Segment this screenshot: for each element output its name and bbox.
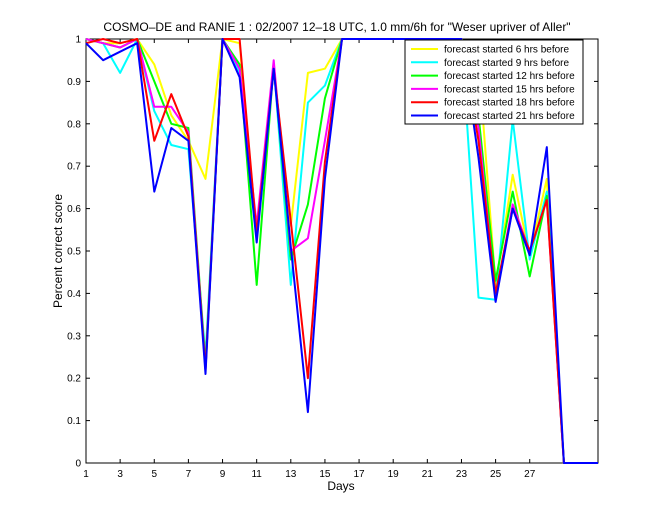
legend-entry-label: forecast started 18 hrs before <box>444 98 575 109</box>
x-tick-label: 3 <box>117 469 123 480</box>
y-tick-label: 0.1 <box>67 416 81 427</box>
legend-entry-label: forecast started 15 hrs before <box>444 84 575 95</box>
legend-entry-label: forecast started 6 hrs before <box>444 45 570 56</box>
axis-ticks: 1 3 5 7 9 11 13 15 17 19 21 23 25 2700.10.20.30.40.50… <box>67 35 598 480</box>
chart-title: COSMO–DE and RANIE 1 : 02/2007 12–18 UTC… <box>103 20 570 34</box>
legend: forecast started 6 hrs before forecast st… <box>404 39 584 125</box>
x-axis-label: Days <box>327 479 354 493</box>
y-tick-label: 1 <box>75 35 81 46</box>
y-tick-label: 0.9 <box>67 77 81 88</box>
y-tick-label: 0.4 <box>67 289 81 300</box>
y-tick-label: 0.2 <box>67 374 81 385</box>
x-tick-label: 23 <box>456 469 468 480</box>
y-tick-label: 0.7 <box>67 162 81 173</box>
y-tick-label: 0 <box>75 459 81 470</box>
x-tick-label: 21 <box>422 469 434 480</box>
legend-entry-label: forecast started 9 hrs before <box>444 58 570 69</box>
x-tick-label: 25 <box>490 469 502 480</box>
x-tick-label: 27 <box>524 469 536 480</box>
x-tick-label: 19 <box>388 469 400 480</box>
legend-box <box>404 39 584 125</box>
series-line <box>85 38 598 464</box>
x-tick-label: 5 <box>151 469 157 480</box>
x-tick-label: 11 <box>251 469 262 480</box>
y-tick-label: 0.3 <box>67 331 81 342</box>
x-tick-label: 13 <box>285 469 297 480</box>
x-tick-label: 7 <box>186 469 192 480</box>
x-tick-label: 1 <box>83 469 89 480</box>
x-tick-label: 15 <box>319 469 331 480</box>
x-tick-label: 17 <box>354 469 366 480</box>
y-tick-label: 0.5 <box>67 247 81 258</box>
y-tick-label: 0.6 <box>67 204 81 215</box>
legend-entry-label: forecast started 12 hrs before <box>444 71 575 82</box>
y-tick-label: 0.8 <box>67 119 81 130</box>
x-tick-label: 9 <box>220 469 226 480</box>
legend-entry-label: forecast started 21 hrs before <box>444 111 575 122</box>
y-axis-label: Percent correct score <box>51 194 65 308</box>
